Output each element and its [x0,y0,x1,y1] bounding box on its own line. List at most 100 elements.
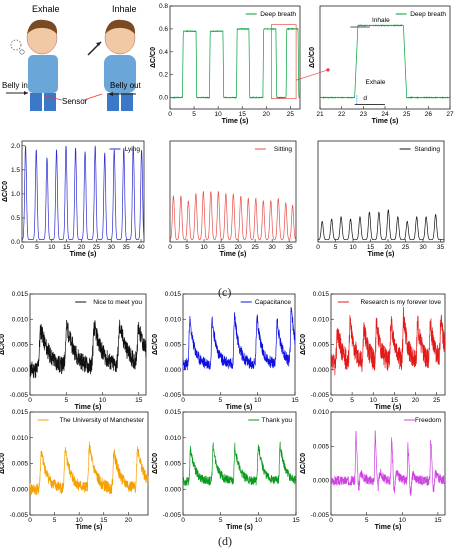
x-tick-label: 25 [403,111,411,118]
y-axis-label: ΔC/C0 [300,453,307,474]
plot-frame [169,140,297,243]
chart-standing: 0 5 10 15 20 25 30 35 Time (s) Standing [316,140,445,258]
legend-entry: Thank you [262,417,293,424]
belly-out-label: Belly out [110,81,141,90]
plot-frame [330,411,446,516]
annotation-exhale: Exhale [366,79,386,86]
x-tick-label: 0 [168,111,172,118]
y-tick-label: 0.8 [159,3,168,10]
x-tick-label: 5 [219,517,223,524]
legend-entry: Standing [414,146,440,153]
x-tick-label: 15 [291,397,299,404]
charts-root: 0 5 10 15 20 25 0.0 0.2 0.4 0.6 0.8 Time (s) ΔC/C0 De… [0,3,454,531]
plot-frame [330,293,446,396]
x-tick-label: 0 [20,244,24,251]
breathing-illustration: Exhale Inhale Belly in Belly out Sen [2,4,141,111]
y-tick-label: 0.000 [313,367,330,374]
x-axis-label: Time (s) [375,404,402,411]
y-tick-label: -0.005 [163,512,182,519]
inhale-label: Inhale [112,4,137,14]
x-tick-label: 25 [433,397,441,404]
x-axis-label: Time (s) [372,118,399,125]
plot-frame [169,5,301,110]
y-axis-label: ΔC/C0 [150,47,157,68]
x-tick-label: 15 [135,397,143,404]
x-tick-label: 35 [123,244,131,251]
y-tick-label: 0.0 [159,95,168,102]
y-tick-label: 0.005 [12,461,29,468]
x-axis-label: Time (s) [375,524,402,531]
chart-capacitance: 0 5 10 15 -0.005 0.000 0.005 0.010 0.015 Time (s)… [152,291,299,411]
y-tick-label: 0.5 [11,215,20,222]
x-tick-label: 15 [239,111,247,118]
y-tick-label: 0.005 [165,461,182,468]
y-tick-label: 0.000 [12,367,29,374]
series-line [29,319,147,379]
x-tick-label: 15 [217,244,225,251]
y-tick-label: -0.005 [10,512,29,519]
x-tick-label: 10 [255,517,263,524]
chart-freedom: 0 5 10 15 -0.005 0.000 0.005 0.010 Time (s) ΔC/C0… [300,409,446,531]
chart-deep-breath: 0 5 10 15 20 25 0.0 0.2 0.4 0.6 0.8 Time (s) ΔC/C0 De… [150,3,301,125]
chart-the-university-of-manchester: 0 5 10 15 20 -0.005 0.000 0.005 0.010 0.015 Time (… [0,409,149,531]
x-tick-label: 10 [349,244,357,251]
x-tick-label: 40 [137,244,145,251]
panel-label-c: (c) [218,285,232,299]
x-tick-label: 10 [48,244,56,251]
x-tick-label: 15 [63,244,71,251]
x-tick-label: 10 [399,517,407,524]
series-line [330,430,446,496]
series-line [182,306,296,371]
series-line [169,190,297,240]
chart-lying: 0 5 10 15 20 25 30 35 40 0.0 0.5 1.0 1.5 2.0 Time (s) Δ… [2,140,145,258]
zoom-dot [326,68,330,72]
x-tick-label: 35 [437,244,445,251]
x-tick-label: 5 [350,397,354,404]
plot-frame [29,293,147,396]
y-tick-label: 0.005 [313,342,330,349]
x-tick-label: 5 [35,244,39,251]
y-tick-label: -0.005 [10,392,29,399]
x-tick-label: 10 [99,397,107,404]
x-axis-label: Time (s) [222,118,249,125]
y-axis-label: ΔC/C0 [152,334,159,355]
y-tick-label: 0.010 [165,316,182,323]
x-tick-label: 5 [192,111,196,118]
chart-deep-breath-zoom: 21 22 23 24 25 26 27 Time (s) ΔC/C0 Deep breath In… [309,5,454,125]
plot-frame [21,140,145,243]
x-tick-label: 15 [100,517,108,524]
x-tick-label: 0 [329,517,333,524]
y-axis-label: ΔC/C0 [152,453,159,474]
x-tick-label: 21 [316,111,324,118]
y-tick-label: 0.000 [165,367,182,374]
y-tick-label: 0.6 [159,26,168,33]
y-tick-label: -0.005 [311,512,330,519]
legend-entry: Lying [125,146,141,153]
y-axis-label: ΔC/C0 [0,453,6,474]
x-tick-label: 30 [269,244,277,251]
x-tick-label: 10 [215,111,223,118]
x-tick-label: 20 [412,397,420,404]
sensor-label: Sensor [62,97,88,106]
annotation-d: d [363,95,367,102]
y-tick-label: 0.2 [159,72,168,79]
x-tick-label: 5 [64,397,68,404]
x-tick-label: 23 [360,111,368,118]
y-axis-label: ΔC/C0 [2,181,9,202]
legend-entry: The University of Manchester [59,417,144,424]
x-tick-label: 0 [28,397,32,404]
boy-exhale-figure [10,19,58,111]
x-axis-label: Time (s) [70,251,97,258]
legend-entry: Capacitance [255,299,292,306]
y-tick-label: 0.010 [313,316,330,323]
y-tick-label: -0.005 [163,392,182,399]
legend-entry: Deep breath [260,11,296,18]
x-tick-label: 25 [252,244,260,251]
x-tick-label: 35 [286,244,294,251]
x-tick-label: 26 [425,111,433,118]
x-axis-label: Time (s) [226,524,253,531]
x-tick-label: 25 [93,244,101,251]
y-tick-label: 0.005 [313,443,330,450]
x-tick-label: 10 [370,397,378,404]
x-tick-label: 5 [334,244,338,251]
